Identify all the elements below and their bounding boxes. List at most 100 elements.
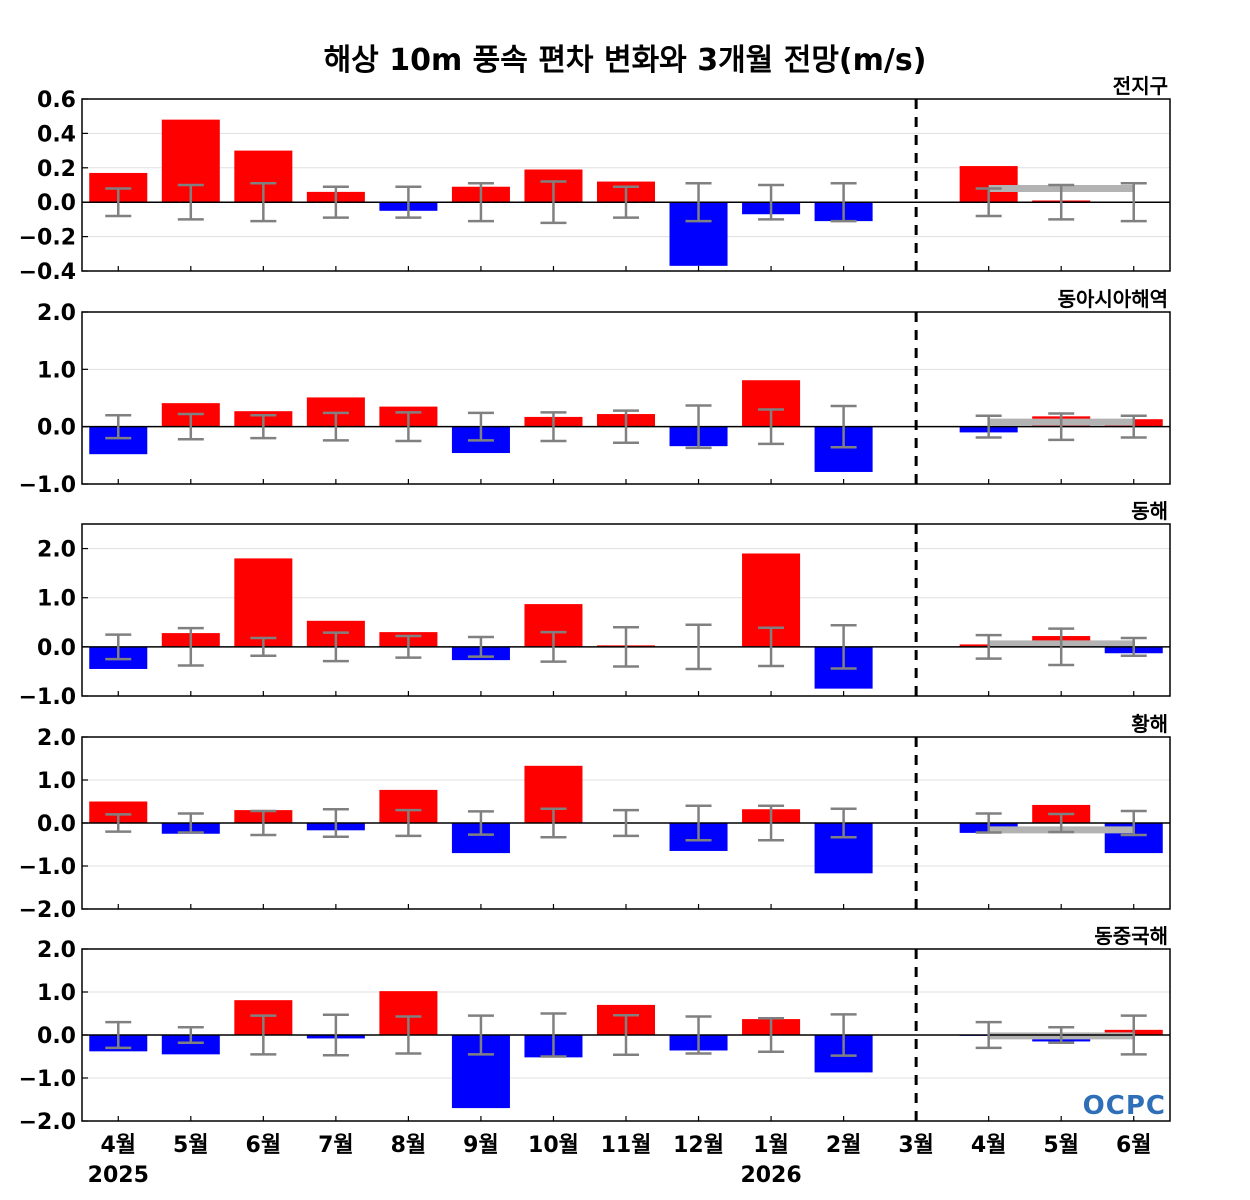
x-tick-label: 4월 — [100, 1133, 136, 1158]
error-bar — [467, 182, 494, 223]
error-bar — [1048, 812, 1075, 834]
error-bar — [322, 631, 349, 663]
x-tick-label: 1월 — [753, 1133, 789, 1158]
panel-5: −2.0 −1.0 0.0 1.0 2.0 동중국해 — [19, 924, 1171, 1135]
panel-title: 황해 — [1131, 712, 1168, 736]
error-bar — [975, 812, 1002, 834]
chart-title: 해상 10m 풍속 편차 변화와 3개월 전망(m/s) — [324, 43, 927, 78]
y-tick-label: 0.0 — [37, 636, 76, 661]
panel-title: 전지구 — [1113, 74, 1168, 98]
y-tick-label: 0.0 — [37, 1024, 76, 1049]
y-tick-label: 1.0 — [37, 587, 76, 612]
y-tick-label: −1.0 — [19, 855, 76, 880]
x-tick-label: 6월 — [1116, 1133, 1152, 1158]
error-bar — [177, 626, 204, 667]
error-bar — [395, 1015, 422, 1055]
ocpc-logo: OCPC — [1083, 1091, 1166, 1121]
x-axis-labels: 4월 5월 6월 7월 8월 9월 10월 11월 12월 1월 2월 3월 4월 5월 6월 2025 202… — [88, 1133, 1152, 1188]
error-bar — [105, 413, 132, 440]
error-bar — [540, 1012, 567, 1058]
y-tick-label: 2.0 — [37, 938, 76, 963]
y-tick-label: −0.4 — [19, 260, 76, 285]
error-bar — [758, 804, 785, 842]
error-bar — [105, 1020, 132, 1050]
bar — [89, 801, 148, 823]
error-bar — [1048, 1026, 1075, 1044]
panel-frame — [81, 311, 1171, 485]
panel-3: −1.0 0.0 1.0 2.0 동해 — [19, 499, 1171, 710]
error-bar — [830, 404, 857, 449]
error-bar — [250, 1014, 277, 1056]
error-bar — [540, 807, 567, 839]
error-bar — [105, 187, 132, 218]
y-tick-label: −0.2 — [19, 226, 76, 251]
y-tick-label: 1.0 — [37, 358, 76, 383]
bar — [234, 558, 293, 647]
error-bar — [250, 809, 277, 837]
y-tick-label: 0.4 — [37, 122, 76, 147]
error-bar — [613, 625, 639, 668]
error-bar — [685, 804, 712, 842]
error-bar — [685, 623, 712, 671]
error-bar — [613, 808, 639, 838]
y-tick-label: −1.0 — [19, 473, 76, 498]
error-bar — [467, 1014, 494, 1056]
x-tick-label: 4월 — [971, 1133, 1007, 1158]
x-tick-label: 5월 — [173, 1133, 209, 1158]
error-bar — [250, 413, 277, 440]
error-bar — [177, 812, 204, 834]
error-bar — [1120, 1014, 1147, 1056]
error-bar — [830, 807, 857, 839]
error-bar — [613, 1013, 639, 1057]
y-tick-label: 0.0 — [37, 191, 76, 216]
error-bar — [830, 623, 857, 670]
y-tick-label: −2.0 — [19, 898, 76, 923]
error-bar — [322, 807, 349, 839]
x-tick-label: 11월 — [601, 1133, 652, 1158]
error-bar — [105, 813, 132, 833]
error-bar — [250, 636, 277, 657]
panel-2: −1.0 0.0 1.0 2.0 동아시아해역 — [19, 287, 1171, 498]
error-bar — [322, 411, 349, 442]
error-bar — [975, 633, 1002, 660]
error-bar — [830, 182, 857, 223]
error-bar — [105, 633, 132, 661]
error-bar — [1120, 414, 1147, 439]
error-bar — [540, 411, 567, 443]
x-tick-label: 3월 — [898, 1133, 934, 1158]
error-bar — [685, 404, 712, 450]
y-tick-label: 1.0 — [37, 769, 76, 794]
error-bar — [1048, 183, 1075, 221]
panel-1: −0.4 −0.2 0.0 0.2 0.4 0.6 전지구 — [19, 74, 1171, 285]
error-bar — [322, 1013, 349, 1057]
panel-4: −2.0 −1.0 0.0 1.0 2.0 황해 — [19, 712, 1171, 923]
error-bar — [758, 626, 785, 668]
error-bar — [395, 185, 422, 219]
error-bar — [467, 810, 494, 836]
panel-title: 동해 — [1131, 499, 1168, 523]
error-bar — [613, 409, 639, 444]
y-tick-label: 0.6 — [37, 88, 76, 113]
y-tick-label: −2.0 — [19, 1110, 76, 1135]
error-bar — [1048, 412, 1075, 442]
x-tick-label: 5월 — [1043, 1133, 1079, 1158]
x-tick-label: 10월 — [528, 1133, 579, 1158]
error-bar — [322, 185, 349, 219]
error-bar — [975, 1020, 1002, 1050]
x-tick-label: 9월 — [463, 1133, 499, 1158]
y-tick-label: 0.0 — [37, 416, 76, 441]
error-bar — [975, 414, 1002, 439]
error-bar — [395, 411, 422, 443]
error-bar — [758, 1016, 785, 1054]
error-bar — [395, 634, 422, 659]
error-bar — [830, 1013, 857, 1057]
y-tick-label: 0.2 — [37, 157, 76, 182]
y-tick-label: 2.0 — [37, 301, 76, 326]
error-bar — [467, 635, 494, 658]
error-bar — [177, 412, 204, 441]
panel-title: 동중국해 — [1094, 924, 1168, 948]
x-tick-label: 2월 — [826, 1133, 862, 1158]
x-tick-label: 7월 — [318, 1133, 354, 1158]
y-tick-label: 0.0 — [37, 812, 76, 837]
